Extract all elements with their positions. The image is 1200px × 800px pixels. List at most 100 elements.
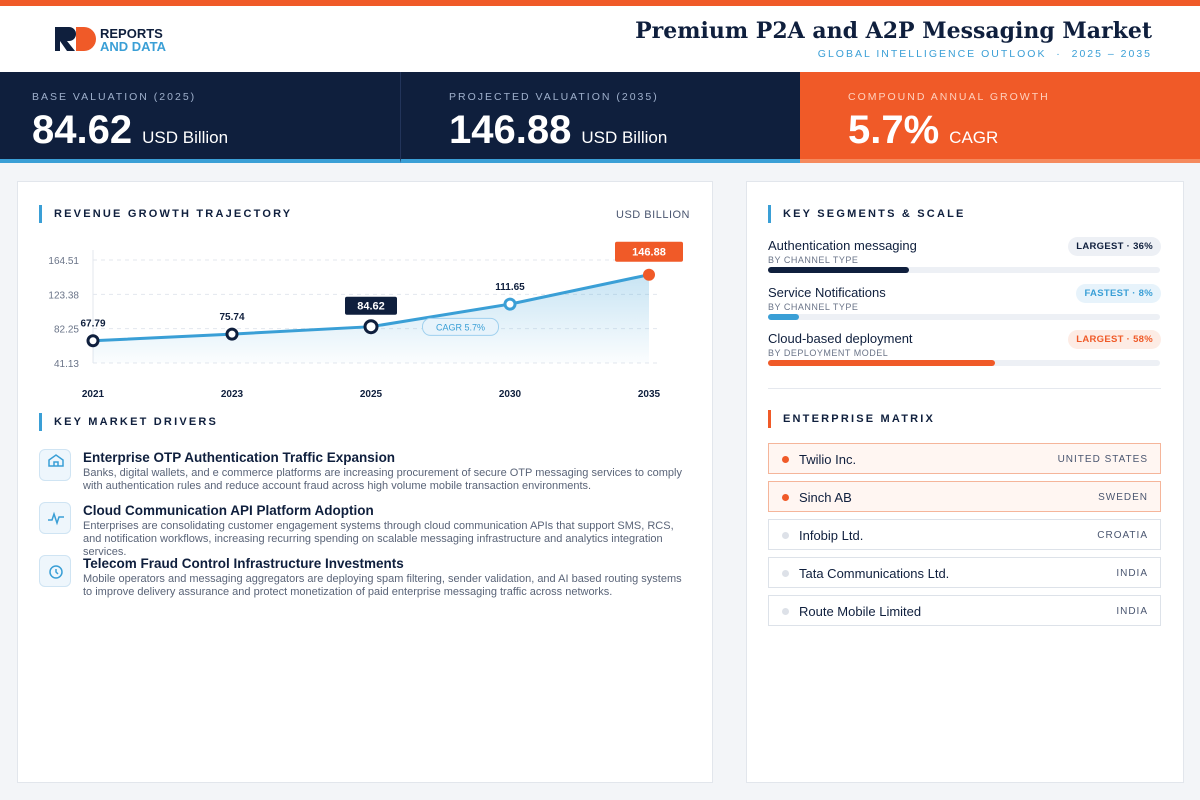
y-tick-label: 41.13 — [54, 359, 79, 370]
y-tick-label: 164.51 — [48, 256, 79, 267]
title: Premium P2A and A2P Messaging Market — [635, 18, 1152, 44]
y-tick-label: 123.38 — [48, 290, 79, 301]
driver-text: Banks, digital wallets, and e commerce p… — [83, 467, 682, 492]
status-dot — [782, 494, 789, 501]
driver-title: Cloud Communication API Platform Adoptio… — [83, 503, 374, 518]
company: Sinch AB — [799, 490, 852, 505]
badge: LARGEST · 58% — [1068, 330, 1161, 349]
kpi-label: COMPOUND ANNUAL GROWTH — [848, 91, 1050, 103]
driver-icon — [39, 555, 71, 587]
matrix-row: Sinch AB SWEDEN — [768, 481, 1161, 512]
annotation: CAGR 5.7% — [436, 322, 485, 332]
section-title: KEY SEGMENTS & SCALE — [768, 205, 966, 223]
driver-text: Mobile operators and messaging aggregato… — [83, 573, 682, 598]
bar-track — [768, 360, 1160, 366]
point — [86, 334, 100, 348]
value-label: 75.74 — [219, 312, 244, 323]
section-title: REVENUE GROWTH TRAJECTORY — [39, 205, 292, 223]
unit-label: USD BILLION — [616, 209, 690, 221]
driver-icon — [39, 502, 71, 534]
kpi-card: PROJECTED VALUATION (2035) 146.88 USD Bil… — [400, 72, 800, 163]
x-tick-label: 2021 — [82, 389, 105, 400]
value-label: 146.88 — [632, 247, 666, 259]
segment-name: Cloud-based deployment — [768, 331, 913, 346]
area — [93, 274, 649, 363]
country: UNITED STATES — [1057, 454, 1148, 465]
point — [225, 327, 239, 341]
kpi-value: 5.7% CAGR — [848, 108, 998, 153]
point — [363, 319, 379, 335]
segment-name: Service Notifications — [768, 284, 886, 300]
bar-track — [768, 267, 1160, 273]
segment-name: Authentication messaging — [768, 238, 917, 253]
badge: LARGEST · 36% — [1068, 237, 1161, 256]
country: SWEDEN — [1098, 492, 1148, 503]
kpi-card: COMPOUND ANNUAL GROWTH 5.7% CAGR — [800, 72, 1200, 163]
company: Infobip Ltd. — [799, 528, 864, 543]
status-dot — [782, 532, 789, 539]
annotation-pill — [422, 317, 499, 336]
kpi-unit: CAGR — [949, 128, 999, 147]
value-label: 67.79 — [80, 319, 105, 330]
bar — [768, 313, 800, 320]
logo-text: AND DATA — [100, 39, 166, 54]
country: CROATIA — [1097, 530, 1148, 541]
subtitle: GLOBAL INTELLIGENCE OUTLOOK · 2025 – 203… — [817, 48, 1152, 60]
country: INDIA — [1116, 568, 1148, 579]
company: Twilio Inc. — [799, 452, 857, 467]
header — [0, 6, 1200, 72]
driver-text: Enterprises are consolidating customer e… — [83, 520, 674, 558]
icon — [48, 511, 64, 526]
kpi-label: BASE VALUATION (2025) — [32, 91, 197, 103]
value-label: 111.65 — [495, 282, 525, 293]
status-dot — [782, 608, 789, 615]
kpi-unit: USD Billion — [142, 128, 229, 147]
kpi-number: 5.7% — [848, 108, 940, 152]
matrix-row: Route Mobile Limited INDIA — [768, 595, 1161, 626]
x-tick-label: 2025 — [360, 389, 383, 400]
bar-track — [768, 313, 1160, 320]
icon — [48, 454, 64, 467]
country: INDIA — [1116, 606, 1148, 617]
matrix-row: Twilio Inc. UNITED STATES — [768, 443, 1161, 474]
logo-mark — [55, 27, 96, 51]
kpi-number: 84.62 — [32, 108, 133, 152]
point — [503, 297, 517, 311]
bar — [768, 360, 996, 366]
segment-group: BY CHANNEL TYPE — [768, 255, 859, 265]
x-tick-label: 2023 — [221, 389, 244, 400]
divider — [768, 388, 1161, 389]
kpi-value: 146.88 USD Billion — [449, 108, 667, 153]
status-dot — [782, 456, 789, 463]
segment-group: BY CHANNEL TYPE — [768, 301, 859, 312]
company: Route Mobile Limited — [799, 604, 922, 619]
callout-box — [615, 241, 683, 262]
driver-icon — [39, 449, 71, 481]
driver-title: Telecom Fraud Control Infrastructure Inv… — [83, 556, 404, 571]
matrix-row: Tata Communications Ltd. INDIA — [768, 557, 1161, 588]
matrix-row: Infobip Ltd. CROATIA — [768, 519, 1161, 550]
line-chart: 41.13 82.25 123.38 164.51 2021 67.79 2023 75.74… — [48, 241, 683, 400]
kpi-value: 84.62 USD Billion — [32, 108, 228, 153]
kpi-label: PROJECTED VALUATION (2035) — [449, 91, 659, 103]
segment-group: BY DEPLOYMENT MODEL — [768, 348, 889, 358]
x-tick-label: 2035 — [638, 389, 661, 400]
value-label: 84.62 — [357, 301, 385, 313]
icon — [49, 565, 63, 579]
company: Tata Communications Ltd. — [799, 566, 950, 581]
logo-text: REPORTS — [100, 26, 163, 41]
section-title: KEY MARKET DRIVERS — [39, 413, 218, 431]
bar — [768, 267, 910, 273]
badge: FASTEST · 8% — [1076, 283, 1161, 303]
y-tick-label: 82.25 — [54, 325, 79, 336]
kpi-card: BASE VALUATION (2025) 84.62 USD Billion — [0, 72, 400, 163]
point — [643, 268, 655, 281]
kpi-number: 146.88 — [449, 108, 572, 152]
top-accent — [0, 0, 1200, 6]
callout-box — [345, 296, 397, 315]
status-dot — [782, 570, 789, 577]
driver-title: Enterprise OTP Authentication Traffic Ex… — [83, 450, 396, 465]
kpi-unit: USD Billion — [581, 128, 668, 147]
x-tick-label: 2030 — [499, 389, 522, 400]
